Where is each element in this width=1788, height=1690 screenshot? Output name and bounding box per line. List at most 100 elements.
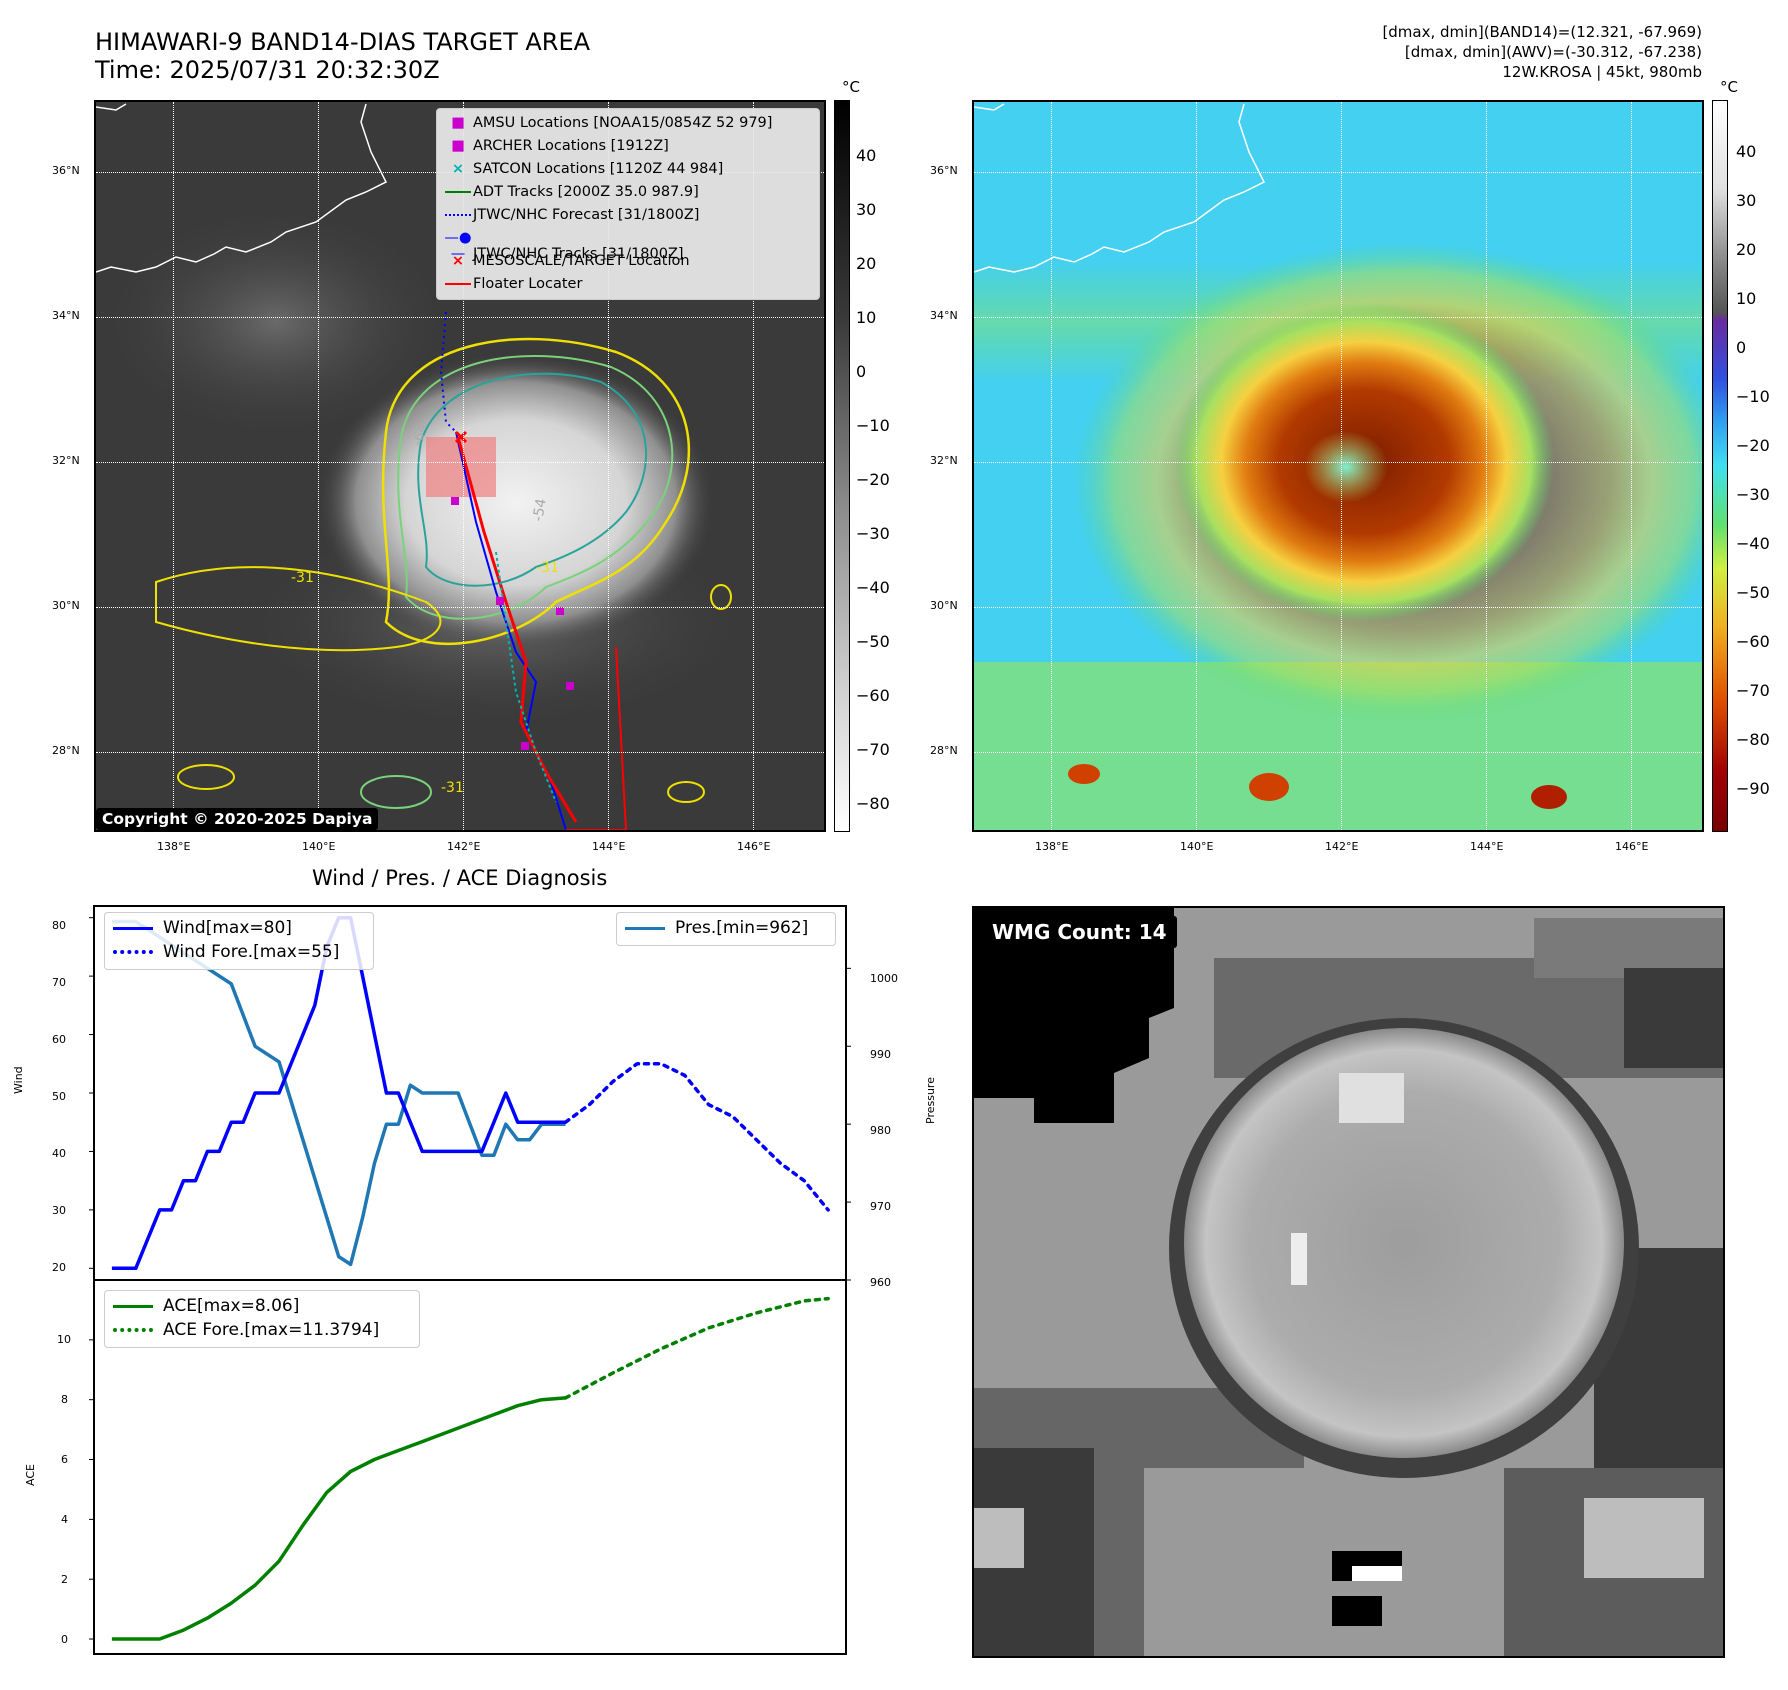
contour-label: -31 bbox=[291, 570, 314, 586]
awv-colorbar-tick: 30 bbox=[1736, 191, 1757, 210]
wind-axis-label: Wind bbox=[12, 1066, 25, 1094]
wmg-region bbox=[974, 1508, 1024, 1568]
contour-yellow bbox=[177, 764, 235, 790]
ir-colorbar-tick: −60 bbox=[856, 686, 890, 705]
legend-entry: ACE Fore.[max=11.3794] bbox=[113, 1320, 379, 1340]
lat-label: 28°N bbox=[52, 744, 80, 757]
floater-track bbox=[566, 646, 628, 830]
ir-colorbar-tick: −50 bbox=[856, 632, 890, 651]
amsu-marker bbox=[566, 682, 574, 690]
legend-entry: Wind[max=80] bbox=[113, 918, 292, 938]
wind-tick-label: 30 bbox=[52, 1204, 66, 1217]
wmg-region bbox=[1584, 1498, 1704, 1578]
archer-marker bbox=[451, 497, 459, 505]
wind-tick-label: 40 bbox=[52, 1147, 66, 1160]
wind-tick-label: 50 bbox=[52, 1090, 66, 1103]
wmg-region bbox=[1624, 968, 1723, 1068]
convection-cell bbox=[1531, 785, 1567, 809]
lat-label: 36°N bbox=[930, 164, 958, 177]
awv-colorbar-tick: 0 bbox=[1736, 338, 1747, 357]
lat-label: 32°N bbox=[930, 454, 958, 467]
legend-entry: Pres.[min=962] bbox=[625, 918, 808, 938]
legend-entry: Floater Locater bbox=[443, 276, 582, 292]
contour-label: -31 bbox=[536, 560, 559, 576]
lon-label: 146°E bbox=[1615, 840, 1649, 853]
wmg-white-pixel bbox=[1352, 1566, 1402, 1581]
ace-tick-label: 0 bbox=[61, 1633, 68, 1646]
satcon-track bbox=[495, 551, 557, 803]
legend-entry: ■ AMSU Locations [NOAA15/0854Z 52 979] bbox=[451, 115, 773, 131]
contour-label: -54 bbox=[530, 497, 550, 522]
ir-colorbar-tick: −80 bbox=[856, 794, 890, 813]
pressure-legend: Pres.[min=962] bbox=[616, 912, 836, 946]
contour-yellow bbox=[710, 584, 732, 610]
amsu-marker bbox=[496, 597, 504, 605]
awv-range-info: [dmax, dmin](AWV)=(-30.312, -67.238) bbox=[1404, 43, 1702, 61]
wind-tick-label: 70 bbox=[52, 976, 66, 989]
storm-eye bbox=[1304, 431, 1388, 503]
ace-forecast-series-line bbox=[563, 1296, 830, 1400]
legend-entry: × MESOSCALE/TARGET Location bbox=[451, 253, 690, 269]
wmg-count-label: WMG Count: 14 bbox=[982, 916, 1177, 948]
copyright-label: Copyright © 2020-2025 Dapiya bbox=[96, 808, 379, 830]
awv-colorbar-tick: 10 bbox=[1736, 289, 1757, 308]
awv-map-panel bbox=[972, 100, 1704, 832]
wind-legend: Wind[max=80] Wind Fore.[max=55] bbox=[104, 912, 374, 970]
storm-cloud bbox=[316, 352, 716, 652]
legend-entry: Wind Fore.[max=55] bbox=[113, 942, 339, 962]
awv-colorbar-tick: −90 bbox=[1736, 779, 1770, 798]
lat-label: 30°N bbox=[930, 599, 958, 612]
convection-cell bbox=[1249, 773, 1289, 801]
ir-colorbar-tick: 30 bbox=[856, 200, 877, 219]
awv-colorbar-tick: −20 bbox=[1736, 436, 1770, 455]
contour-green bbox=[397, 354, 674, 620]
time-label: Time: 2025/07/31 20:32:30Z bbox=[95, 56, 440, 84]
lat-label: 28°N bbox=[930, 744, 958, 757]
awv-colorbar-tick: −30 bbox=[1736, 485, 1770, 504]
awv-colorbar-tick: −80 bbox=[1736, 730, 1770, 749]
pressure-tick-label: 980 bbox=[870, 1124, 891, 1137]
ace-tick-label: 4 bbox=[61, 1513, 68, 1526]
contour-green bbox=[360, 775, 432, 809]
awv-colorbar-tick: 40 bbox=[1736, 142, 1757, 161]
ir-colorbar-unit: °C bbox=[842, 78, 860, 96]
awv-colorbar-tick: −60 bbox=[1736, 632, 1770, 651]
wmg-core bbox=[1184, 1028, 1624, 1458]
ace-legend: ACE[max=8.06] ACE Fore.[max=11.3794] bbox=[104, 1290, 420, 1348]
contour-yellow bbox=[667, 781, 705, 803]
pressure-tick-label: 1000 bbox=[870, 972, 898, 985]
ace-tick-label: 8 bbox=[61, 1393, 68, 1406]
ir-colorbar bbox=[834, 100, 850, 832]
contour-yellow bbox=[155, 566, 442, 652]
contour-label: -64 bbox=[409, 422, 430, 448]
legend-entry: × SATCON Locations [1120Z 44 984] bbox=[451, 161, 724, 177]
awv-colorbar-tick: −50 bbox=[1736, 583, 1770, 602]
contour-yellow bbox=[381, 337, 691, 646]
wmg-canvas bbox=[974, 908, 1723, 1656]
pressure-tick-label: 990 bbox=[870, 1048, 891, 1061]
ir-colorbar-tick: −70 bbox=[856, 740, 890, 759]
wind-forecast-series-line bbox=[563, 1062, 830, 1212]
ir-colorbar-tick: 10 bbox=[856, 308, 877, 327]
pressure-series-line bbox=[111, 919, 566, 1267]
lat-label: 32°N bbox=[52, 454, 80, 467]
wind-tick-label: 20 bbox=[52, 1261, 66, 1274]
ace-axes bbox=[89, 1279, 847, 1655]
target-marker bbox=[454, 430, 468, 444]
ace-axes-frame bbox=[93, 1279, 847, 1655]
lon-label: 142°E bbox=[1325, 840, 1359, 853]
amsu-marker bbox=[556, 607, 564, 615]
ir-colorbar-tick: −20 bbox=[856, 470, 890, 489]
lon-label: 138°E bbox=[157, 840, 191, 853]
pressure-tick-label: 970 bbox=[870, 1200, 891, 1213]
lon-label: 142°E bbox=[447, 840, 481, 853]
cloud-haze bbox=[96, 202, 456, 442]
band14-range-info: [dmax, dmin](BAND14)=(12.321, -67.969) bbox=[1382, 23, 1702, 41]
pressure-tick-label: 960 bbox=[870, 1276, 891, 1289]
track-legend: ■ AMSU Locations [NOAA15/0854Z 52 979] ■ A… bbox=[436, 108, 820, 300]
wind-tick-label: 80 bbox=[52, 919, 66, 932]
lat-label: 30°N bbox=[52, 599, 80, 612]
ir-colorbar-tick: 20 bbox=[856, 254, 877, 273]
lon-label: 140°E bbox=[1180, 840, 1214, 853]
wmg-region bbox=[1144, 1468, 1504, 1656]
